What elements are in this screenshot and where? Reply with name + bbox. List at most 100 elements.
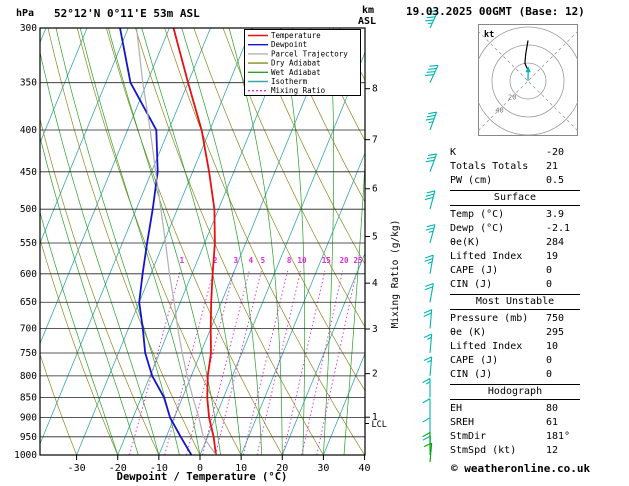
row-label: Pressure (mb) <box>450 313 529 324</box>
storm-motion-arrowhead <box>525 66 531 73</box>
row-label: StmSpd (kt) <box>450 445 517 456</box>
dry-adiabat-line <box>280 28 365 203</box>
row-value: 0 <box>546 265 553 276</box>
table-row: Pressure (mb) 750 <box>450 312 580 326</box>
pressure-tick-label: 700 <box>20 324 37 335</box>
km-tick-label: 6 <box>372 184 378 195</box>
mixing-ratio-line <box>316 270 358 455</box>
row-value: 0 <box>546 355 553 366</box>
legend-label: Temperature <box>271 31 321 40</box>
legend-label: Wet Adiabat <box>271 68 321 77</box>
wind-barb <box>423 442 433 463</box>
table-row: Dewp (°C) -2.1 <box>450 222 580 236</box>
row-label: StmDir <box>450 431 487 442</box>
legend-label: Dry Adiabat <box>271 59 321 68</box>
row-label: CAPE (J) <box>450 355 499 366</box>
table-row: CIN (J) 0 <box>450 368 580 382</box>
row-value: 750 <box>546 313 565 324</box>
row-value: 0 <box>546 369 553 380</box>
section-title: Hodograph <box>450 384 580 400</box>
pressure-axis-unit: hPa <box>16 8 34 19</box>
mixing-ratio-line <box>301 270 344 455</box>
table-row: θe(K) 284 <box>450 236 580 250</box>
x-tick-label: 10 <box>235 463 247 474</box>
row-value: -20 <box>546 147 565 158</box>
dry-adiabat-line <box>398 28 450 455</box>
row-label: Lifted Index <box>450 251 523 262</box>
table-row: Temp (°C) 3.9 <box>450 208 580 222</box>
row-label: Temp (°C) <box>450 209 505 220</box>
sounding-curves <box>119 28 217 455</box>
legend-label: Isotherm <box>271 77 308 86</box>
x-tick-label: 40 <box>359 463 371 474</box>
row-value: 10 <box>546 341 559 352</box>
wind-barb <box>424 254 434 274</box>
pressure-tick-label: 1000 <box>14 450 37 461</box>
skewt-chart: hPa 52°12'N 0°11'E 53m ASL km ASL Dewpoi… <box>0 5 450 483</box>
row-label: CIN (J) <box>450 369 493 380</box>
isotherm-line <box>40 28 211 445</box>
row-value: 61 <box>546 417 559 428</box>
row-label: SREH <box>450 417 475 428</box>
wind-barb <box>422 398 431 418</box>
row-label: θe (K) <box>450 327 487 338</box>
pressure-tick-label: 600 <box>20 269 37 280</box>
pressure-tick-label: 350 <box>20 78 37 89</box>
row-label: EH <box>450 403 463 414</box>
row-label: CAPE (J) <box>450 265 499 276</box>
isotherm-line <box>76 28 253 455</box>
hodograph-ring-label: 20 <box>508 94 516 102</box>
table-row: CIN (J) 0 <box>450 278 580 292</box>
pressure-tick-label: 450 <box>20 167 37 178</box>
row-value: 295 <box>546 327 565 338</box>
asl-axis-unit: ASL <box>358 16 376 27</box>
mixing-ratio-label: 1 <box>180 256 185 265</box>
row-value: 181° <box>546 431 571 442</box>
isotherm-line <box>0 28 5 455</box>
row-label: CIN (J) <box>450 279 493 290</box>
pressure-tick-label: 850 <box>20 392 37 403</box>
x-tick-label: 0 <box>197 463 203 474</box>
table-row: Lifted Index 19 <box>450 250 580 264</box>
row-label: K <box>450 147 457 158</box>
wind-barb <box>423 309 433 329</box>
km-tick-label: 1 <box>372 412 378 423</box>
wind-barb <box>422 377 431 398</box>
hodograph-ring <box>478 26 578 136</box>
wind-barb <box>425 224 436 244</box>
mixing-ratio-label: 2 <box>213 256 218 265</box>
isotherm-line <box>199 51 365 455</box>
hodograph: kt 20 40 <box>478 24 578 136</box>
km-tick-label: 4 <box>372 278 378 289</box>
row-value: 21 <box>546 161 559 172</box>
wind-barb <box>422 431 431 452</box>
wind-barb <box>425 64 439 83</box>
mixing-ratio-label: 25 <box>354 256 363 265</box>
mixing-ratio-axis-title: Mixing Ratio (g/kg) <box>390 220 401 329</box>
km-tick-label: 5 <box>372 231 378 242</box>
wind-barb <box>425 153 438 172</box>
km-tick-label: 3 <box>372 324 378 335</box>
lcl-label: LCL <box>372 420 387 430</box>
hodograph-unit-label: kt <box>484 30 494 40</box>
wind-barb <box>423 356 433 376</box>
hodograph-ring <box>491 44 565 118</box>
table-row: EH 80 <box>450 402 580 416</box>
row-label: Lifted Index <box>450 341 523 352</box>
row-label: θe(K) <box>450 237 481 248</box>
mixing-ratio-label: 3 <box>233 256 238 265</box>
row-value: 12 <box>546 445 559 456</box>
wind-barb <box>424 282 434 303</box>
wind-barb <box>425 10 439 29</box>
copyright: © weatheronline.co.uk <box>451 462 591 475</box>
legend-label: Mixing Ratio <box>271 86 326 95</box>
row-label: PW (cm) <box>450 175 493 186</box>
dry-adiabat-line <box>369 28 450 455</box>
wind-barbs-column <box>422 10 439 463</box>
row-value: 284 <box>546 237 565 248</box>
legend-label: Parcel Trajectory <box>271 49 348 58</box>
wet-adiabat-line <box>40 211 119 455</box>
table-row: Totals Totals 21 <box>450 160 580 174</box>
